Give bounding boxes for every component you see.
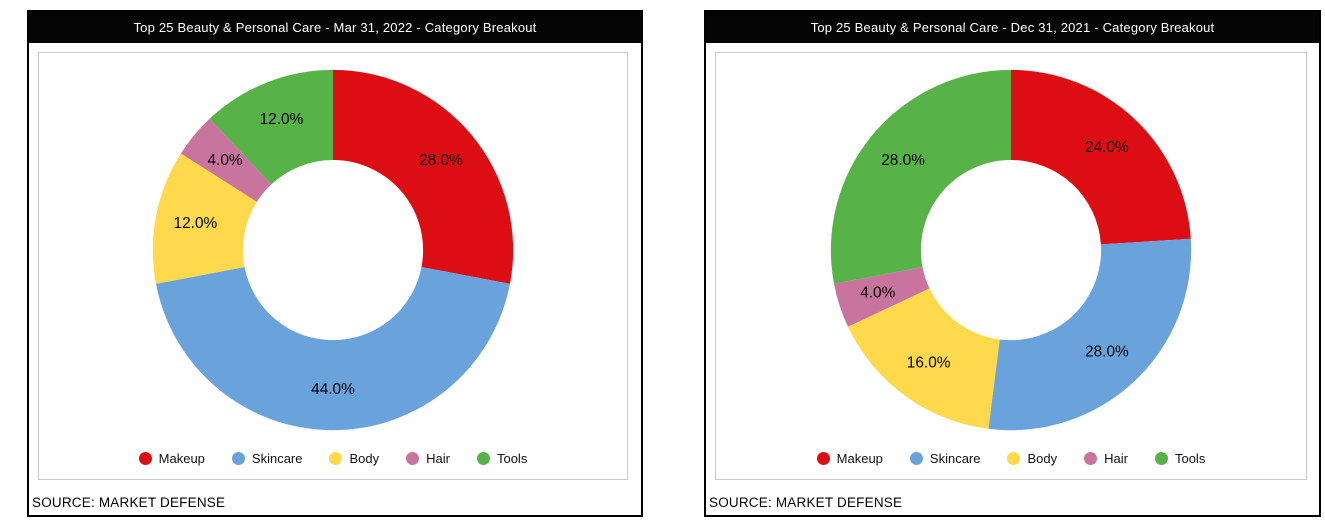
donut-slice-tools — [830, 69, 1011, 284]
legend-item-tools: Tools — [1154, 451, 1206, 466]
legend-item-body: Body — [329, 451, 379, 466]
chart-title: Top 25 Beauty & Personal Care - Mar 31, … — [133, 20, 537, 35]
legend-item-skincare: Skincare — [909, 451, 981, 466]
chart-panel-mar-2022: Top 25 Beauty & Personal Care - Mar 31, … — [27, 10, 643, 517]
chart-legend: Makeup Skincare Body Hair Tools — [716, 451, 1306, 466]
legend-label: Skincare — [251, 451, 303, 466]
legend-dot-icon — [406, 452, 420, 465]
slice-percentage-label: 24.0% — [1085, 139, 1129, 156]
chart-title: Top 25 Beauty & Personal Care - Dec 31, … — [810, 20, 1215, 35]
slice-percentage-label: 28.0% — [881, 152, 925, 169]
chart-panel-dec-2021: Top 25 Beauty & Personal Care - Dec 31, … — [704, 10, 1321, 517]
slice-percentage-label: 4.0% — [860, 284, 895, 301]
plot-area: 28.0% 44.0% 12.0% 4.0% 12.0% Makeup Skincare B… — [38, 52, 628, 480]
donut-slice-skincare — [988, 238, 1192, 431]
legend-label: Hair — [426, 451, 450, 466]
legend-item-tools: Tools — [476, 451, 528, 466]
donut-svg: 28.0% 44.0% 12.0% 4.0% 12.0% — [152, 69, 514, 431]
donut-slice-hair — [180, 118, 272, 202]
chart-title-bar: Top 25 Beauty & Personal Care - Dec 31, … — [706, 12, 1319, 43]
slice-percentage-label: 12.0% — [174, 215, 218, 232]
slice-percentage-label: 28.0% — [419, 152, 463, 169]
legend-label: Skincare — [929, 451, 981, 466]
legend-label: Body — [1027, 451, 1058, 466]
plot-area: 24.0% 28.0% 16.0% 4.0% 28.0% Makeup Skincare B… — [715, 52, 1307, 480]
slice-percentage-label: 4.0% — [207, 152, 242, 169]
legend-dot-icon — [138, 452, 152, 465]
donut-chart: 28.0% 44.0% 12.0% 4.0% 12.0% — [39, 53, 627, 479]
legend-dot-icon — [231, 452, 245, 465]
donut-slice-skincare — [156, 266, 510, 431]
donut-svg: 24.0% 28.0% 16.0% 4.0% 28.0% — [830, 69, 1192, 431]
donut-chart: 24.0% 28.0% 16.0% 4.0% 28.0% — [716, 53, 1306, 479]
legend-dot-icon — [1084, 452, 1098, 465]
legend-item-body: Body — [1007, 451, 1057, 466]
slice-percentage-label: 16.0% — [907, 354, 951, 371]
legend-dot-icon — [1154, 452, 1168, 465]
legend-item-skincare: Skincare — [231, 451, 303, 466]
legend-item-makeup: Makeup — [816, 451, 883, 466]
legend-label: Makeup — [158, 451, 205, 466]
chart-title-bar: Top 25 Beauty & Personal Care - Mar 31, … — [29, 12, 641, 43]
legend-item-makeup: Makeup — [138, 451, 205, 466]
legend-label: Tools — [496, 451, 528, 466]
legend-dot-icon — [1007, 452, 1021, 465]
slice-percentage-label: 28.0% — [1085, 343, 1129, 360]
donut-slice-body — [152, 153, 257, 284]
source-label: SOURCE: MARKET DEFENSE — [709, 495, 903, 510]
legend-dot-icon — [329, 452, 343, 465]
donut-slice-hair — [834, 266, 930, 327]
legend-dot-icon — [476, 452, 490, 465]
slice-percentage-label: 12.0% — [260, 111, 304, 128]
legend-label: Body — [349, 451, 380, 466]
chart-legend: Makeup Skincare Body Hair Tools — [39, 451, 627, 466]
donut-slice-body — [847, 288, 1000, 429]
legend-label: Tools — [1174, 451, 1206, 466]
legend-dot-icon — [816, 452, 830, 465]
donut-slice-makeup — [1011, 69, 1191, 245]
legend-item-hair: Hair — [406, 451, 450, 466]
legend-label: Hair — [1104, 451, 1128, 466]
legend-dot-icon — [909, 452, 923, 465]
source-label: SOURCE: MARKET DEFENSE — [32, 495, 226, 510]
donut-slice-tools — [209, 69, 333, 185]
donut-slice-makeup — [333, 69, 514, 284]
legend-label: Makeup — [836, 451, 883, 466]
slice-percentage-label: 44.0% — [311, 381, 355, 398]
legend-item-hair: Hair — [1084, 451, 1128, 466]
